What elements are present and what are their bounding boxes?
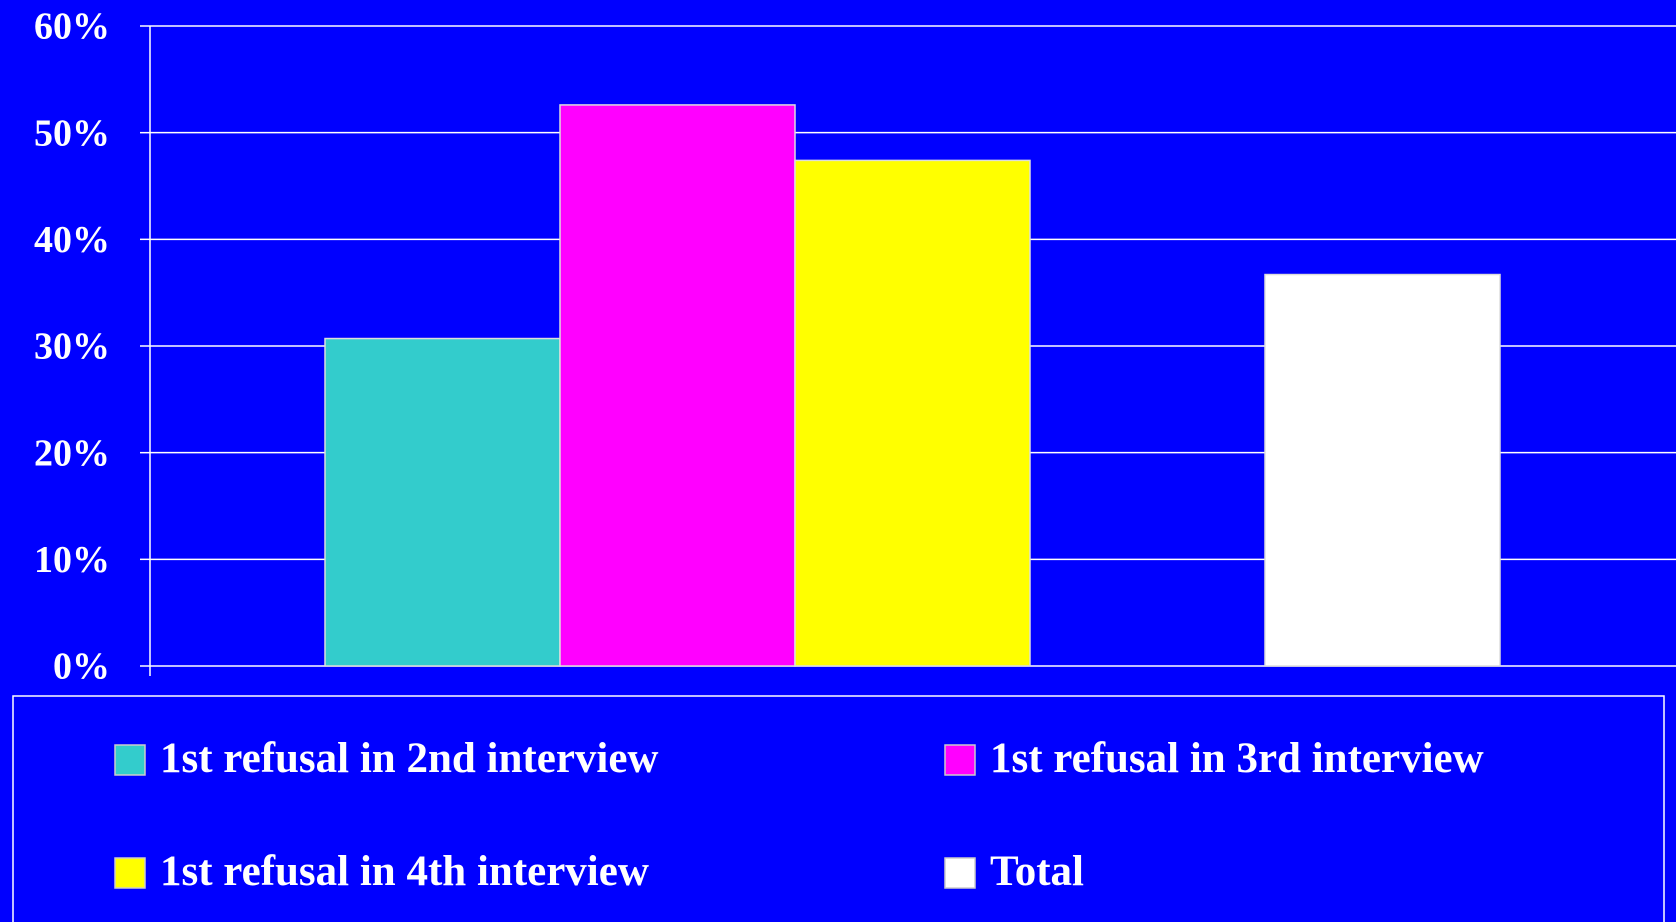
y-tick-label: 0% [53, 646, 110, 688]
y-tick-label: 60% [34, 6, 110, 48]
bar [559, 104, 796, 667]
y-tick-label: 40% [34, 219, 110, 261]
legend-label: 1st refusal in 3rd interview [990, 735, 1484, 782]
y-tick-label: 50% [34, 112, 110, 154]
y-tick-label: 20% [34, 432, 110, 474]
legend-box [12, 695, 1665, 922]
bar [1264, 273, 1501, 667]
legend-swatch [114, 857, 146, 889]
legend-label: 1st refusal in 4th interview [160, 848, 649, 895]
y-tick-label: 30% [34, 326, 110, 368]
bar [324, 337, 561, 667]
legend-label: 1st refusal in 2nd interview [160, 735, 659, 782]
legend-label: Total [990, 848, 1084, 895]
legend-swatch [944, 857, 976, 889]
bar [794, 159, 1031, 667]
legend-swatch [114, 744, 146, 776]
y-tick-label: 10% [34, 539, 110, 581]
legend-swatch [944, 744, 976, 776]
